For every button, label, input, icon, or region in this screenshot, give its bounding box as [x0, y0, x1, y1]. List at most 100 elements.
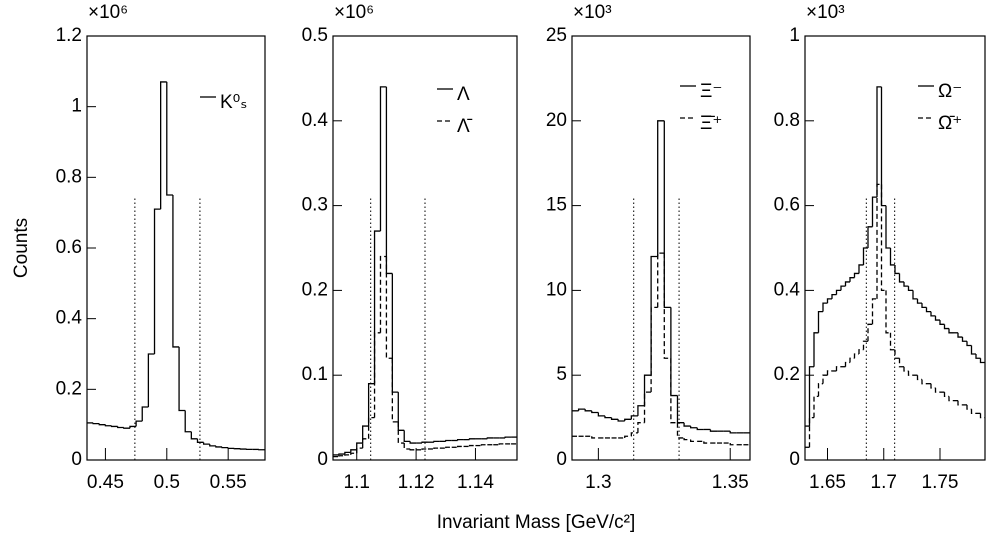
histogram-bin [925, 307, 931, 313]
histogram-bin [729, 443, 737, 446]
y-tick-label: 0 [71, 449, 82, 470]
histogram-bin [178, 346, 186, 412]
histogram-bin [885, 290, 891, 334]
x-tick-label: 1.75 [922, 472, 959, 493]
histogram-bin [690, 439, 698, 442]
y-tick-label: 0.5 [302, 25, 328, 46]
histogram-bin [362, 425, 369, 444]
histogram-bin [831, 293, 837, 299]
histogram-bin [657, 120, 665, 257]
x-axis-label: Invariant Mass [GeV/c²] [437, 512, 636, 533]
x-tick-label: 1.7 [871, 472, 897, 493]
histogram-bin [650, 255, 658, 376]
histogram-bin [486, 437, 494, 439]
histogram-series [87, 81, 265, 451]
y-tick-label: 1 [789, 25, 800, 46]
histogram-series [572, 120, 750, 434]
histogram-bin [456, 438, 464, 441]
histogram-bin [957, 332, 963, 338]
histogram-bin [862, 247, 868, 265]
histogram-bin [480, 444, 488, 446]
histogram-bin [885, 205, 891, 249]
x-tick-label: 1.65 [809, 472, 846, 493]
histogram-bin [943, 324, 949, 330]
histogram-bin [696, 427, 704, 431]
y-tick-label: 5 [556, 364, 567, 385]
histogram-bin [391, 358, 399, 423]
histogram-bin [221, 446, 229, 449]
plot-frame [571, 35, 751, 461]
histogram-bin [468, 438, 476, 440]
histogram-bin [637, 405, 645, 416]
histogram-bin [630, 432, 638, 437]
histogram-bin [373, 230, 381, 384]
histogram-bin [202, 442, 210, 445]
histogram-bin [948, 328, 954, 334]
histogram-bin [409, 441, 417, 444]
x-tick-label: 1.12 [398, 472, 435, 493]
histogram-bin [397, 392, 405, 431]
histogram-bin [153, 208, 161, 354]
histogram-bin [862, 340, 868, 350]
y-tick-label: 1 [71, 96, 82, 117]
histogram-bin [141, 406, 149, 422]
histogram-bin [867, 323, 873, 342]
x-tick-label: 1.3 [585, 472, 611, 493]
histogram-bin [456, 445, 464, 448]
y-tick-label: 0 [789, 449, 800, 470]
histogram-bin [898, 273, 904, 283]
histogram-bin [129, 425, 137, 429]
histogram-bin [676, 395, 685, 424]
y-tick-label: 20 [546, 110, 567, 131]
histogram-bin [597, 412, 605, 417]
y-tick-label: 0.2 [56, 378, 82, 399]
x-tick-label: 1.35 [712, 472, 749, 493]
y-tick-label: 0 [556, 449, 567, 470]
histogram-bin [344, 454, 351, 456]
histogram-bin [966, 341, 972, 347]
histogram-bin [356, 447, 363, 454]
histogram-bin [362, 438, 369, 449]
histogram-bin [344, 451, 351, 455]
histogram-bin [227, 447, 235, 449]
histogram-bin [610, 417, 619, 420]
histogram-bin [826, 298, 832, 304]
y-tick-label: 0.2 [302, 279, 328, 300]
histogram-bin [903, 281, 909, 287]
histogram-bin [577, 408, 586, 411]
axis-multiplier: ×10⁶ [88, 2, 128, 23]
histogram-bin [703, 441, 711, 444]
histogram-bin [934, 387, 940, 393]
histogram-bin [663, 253, 671, 359]
histogram-bin [379, 86, 387, 232]
histogram-bin [849, 277, 855, 282]
histogram-bin [604, 415, 612, 419]
histogram-bin [979, 413, 985, 419]
y-tick-label: 1.2 [56, 25, 82, 46]
histogram-bin [880, 86, 886, 207]
histogram-bin [903, 366, 909, 372]
histogram-bin [858, 349, 864, 354]
histogram-bin [683, 437, 691, 441]
histogram-bin [808, 416, 814, 448]
legend-label: Ω̄⁺ [938, 113, 962, 134]
histogram-bin [858, 264, 864, 274]
x-tick-label: 1.1 [344, 472, 370, 493]
histogram-bin [889, 248, 895, 266]
histogram-series [805, 86, 985, 427]
histogram-bin [135, 420, 143, 427]
histogram-bin [184, 410, 192, 433]
histogram-bin [898, 358, 904, 368]
histogram-bin [445, 439, 452, 442]
y-tick-label: 10 [546, 279, 567, 300]
histogram-bin [403, 443, 411, 450]
y-tick-label: 0.6 [56, 237, 82, 258]
histogram-bin [889, 332, 895, 351]
histogram-bin [367, 383, 375, 427]
histogram-bin [421, 441, 428, 444]
histogram-bin [907, 370, 913, 376]
histogram-bin [871, 298, 877, 325]
histogram-bin [110, 425, 118, 428]
histogram-bin [871, 196, 877, 227]
